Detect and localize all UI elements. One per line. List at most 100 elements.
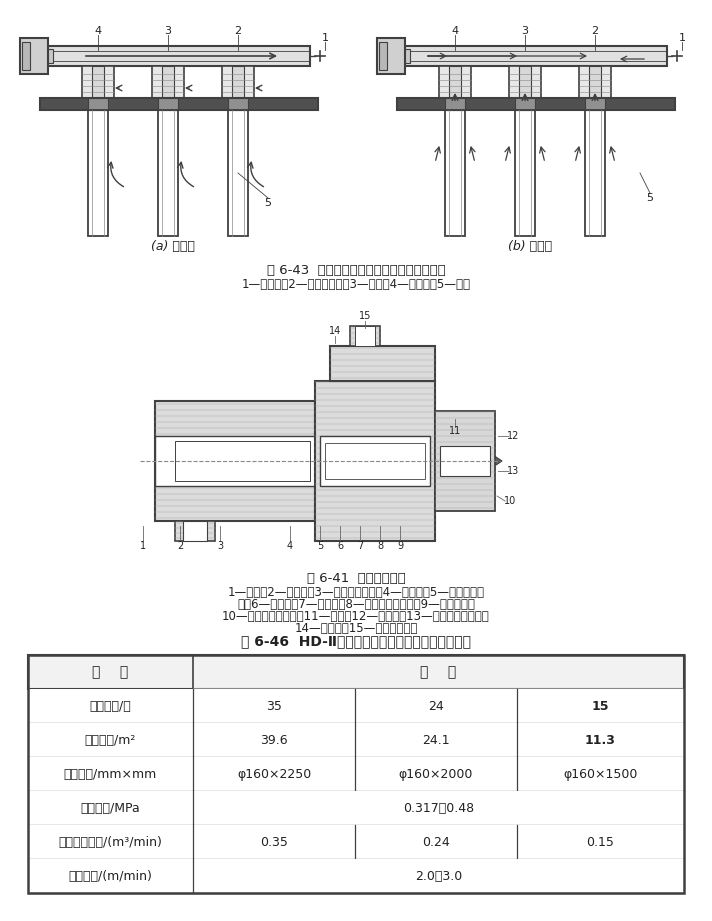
Text: 24: 24 <box>428 700 444 713</box>
Bar <box>28 757 684 791</box>
Bar <box>315 381 435 541</box>
Bar <box>28 655 684 893</box>
Bar <box>445 110 465 236</box>
Circle shape <box>385 57 392 64</box>
Text: (b) 清灰时: (b) 清灰时 <box>508 239 552 252</box>
Bar <box>28 723 684 757</box>
Text: 1: 1 <box>679 33 686 43</box>
Bar <box>515 110 535 236</box>
Text: φ160×2000: φ160×2000 <box>399 767 473 780</box>
Bar <box>405 46 667 66</box>
Polygon shape <box>490 453 502 469</box>
Text: 1: 1 <box>322 33 328 43</box>
Bar <box>589 66 601 98</box>
Bar <box>88 110 108 236</box>
Bar <box>20 38 48 74</box>
Circle shape <box>28 48 36 54</box>
Bar <box>397 98 675 110</box>
Text: 图 6-43  环隙喷吹脉冲袋式除尘器的环隙结构: 图 6-43 环隙喷吹脉冲袋式除尘器的环隙结构 <box>266 263 446 276</box>
Bar <box>158 98 178 110</box>
Bar <box>155 401 315 521</box>
Bar <box>28 655 684 689</box>
Text: 4: 4 <box>95 26 102 36</box>
Bar <box>222 66 254 98</box>
Text: 2: 2 <box>592 26 599 36</box>
Text: 11: 11 <box>449 426 461 436</box>
Polygon shape <box>465 94 469 98</box>
Bar <box>515 98 535 110</box>
Bar <box>439 66 471 98</box>
Bar <box>48 49 53 63</box>
Text: 15: 15 <box>359 311 371 321</box>
Text: 5: 5 <box>317 541 323 551</box>
Bar <box>330 346 435 381</box>
Polygon shape <box>84 94 88 98</box>
Bar <box>377 38 405 74</box>
Bar <box>519 66 531 98</box>
Polygon shape <box>605 94 609 98</box>
Text: 过滤面积/m²: 过滤面积/m² <box>85 733 136 747</box>
Text: 35: 35 <box>266 700 282 713</box>
Bar <box>350 326 380 346</box>
Text: 39.6: 39.6 <box>260 733 288 747</box>
Text: 室；6—中阀体；7—放气口；8—控制膜片左侧室；9—控制膜片；: 室；6—中阀体；7—放气口；8—控制膜片左侧室；9—控制膜片； <box>237 599 475 612</box>
Circle shape <box>385 48 392 54</box>
Polygon shape <box>248 94 252 98</box>
Text: 14: 14 <box>329 326 341 336</box>
Polygon shape <box>154 94 158 98</box>
Text: 10—控制膜片右侧室；11—阀盖；12—电磁阀；13—控制膜片放气口；: 10—控制膜片右侧室；11—阀盖；12—电磁阀；13—控制膜片放气口； <box>222 611 490 624</box>
Text: 15: 15 <box>592 700 609 713</box>
Bar <box>585 98 605 110</box>
Text: 0.35: 0.35 <box>260 835 288 848</box>
Bar <box>152 66 184 98</box>
Polygon shape <box>108 94 112 98</box>
Text: 3: 3 <box>521 26 528 36</box>
Bar <box>355 326 375 346</box>
Polygon shape <box>441 94 445 98</box>
Text: 滤袋数量/只: 滤袋数量/只 <box>90 700 132 713</box>
Text: 1—阀体；2—输出口；3—主膜片左侧室；4—主膜片；5—主膜片右侧: 1—阀体；2—输出口；3—主膜片左侧室；4—主膜片；5—主膜片右侧 <box>228 587 484 600</box>
Polygon shape <box>224 94 228 98</box>
Bar <box>48 46 310 66</box>
Bar <box>405 49 410 63</box>
Text: 0.317～0.48: 0.317～0.48 <box>403 801 474 814</box>
Text: 过滤风速/(m/min): 过滤风速/(m/min) <box>68 869 152 882</box>
Bar <box>579 66 611 98</box>
Text: 11.3: 11.3 <box>585 733 616 747</box>
Text: 12: 12 <box>507 431 519 441</box>
Bar <box>155 436 315 486</box>
Text: 0.24: 0.24 <box>422 835 450 848</box>
Bar <box>435 411 495 511</box>
Bar <box>509 66 541 98</box>
Text: 图 6-41  双膜片脉冲阀: 图 6-41 双膜片脉冲阀 <box>307 573 405 586</box>
Bar <box>183 521 207 541</box>
Text: 表 6-46  HD-Ⅱ型环隙喷吹脉冲袋式除尘器主要性能: 表 6-46 HD-Ⅱ型环隙喷吹脉冲袋式除尘器主要性能 <box>241 634 471 648</box>
Bar <box>40 98 318 110</box>
Polygon shape <box>511 94 515 98</box>
Polygon shape <box>535 94 539 98</box>
Text: 0.15: 0.15 <box>587 835 614 848</box>
Ellipse shape <box>431 445 439 477</box>
Bar <box>82 66 114 98</box>
Bar <box>22 42 30 70</box>
Text: 压缩空气耗量/(m³/min): 压缩空气耗量/(m³/min) <box>58 835 162 848</box>
Text: 2: 2 <box>177 541 183 551</box>
Text: 9: 9 <box>397 541 403 551</box>
Bar <box>449 66 461 98</box>
Polygon shape <box>581 94 585 98</box>
Text: 3: 3 <box>164 26 172 36</box>
Text: 1—喷吹管；2—环隙诱导器；3—气包；4—脉冲阀；5—滤袋: 1—喷吹管；2—环隙诱导器；3—气包；4—脉冲阀；5—滤袋 <box>241 278 471 292</box>
Text: φ160×2250: φ160×2250 <box>237 767 311 780</box>
Text: 噴吹压力/MPa: 噴吹压力/MPa <box>80 801 140 814</box>
Bar <box>92 66 104 98</box>
Bar <box>88 98 108 110</box>
Bar <box>585 110 605 236</box>
Bar <box>228 110 248 236</box>
Text: φ160×1500: φ160×1500 <box>563 767 638 780</box>
Text: 1: 1 <box>140 541 146 551</box>
Bar <box>445 98 465 110</box>
Bar <box>325 443 425 479</box>
Bar <box>175 521 215 541</box>
Text: 2.0～3.0: 2.0～3.0 <box>415 869 462 882</box>
Ellipse shape <box>310 439 320 483</box>
